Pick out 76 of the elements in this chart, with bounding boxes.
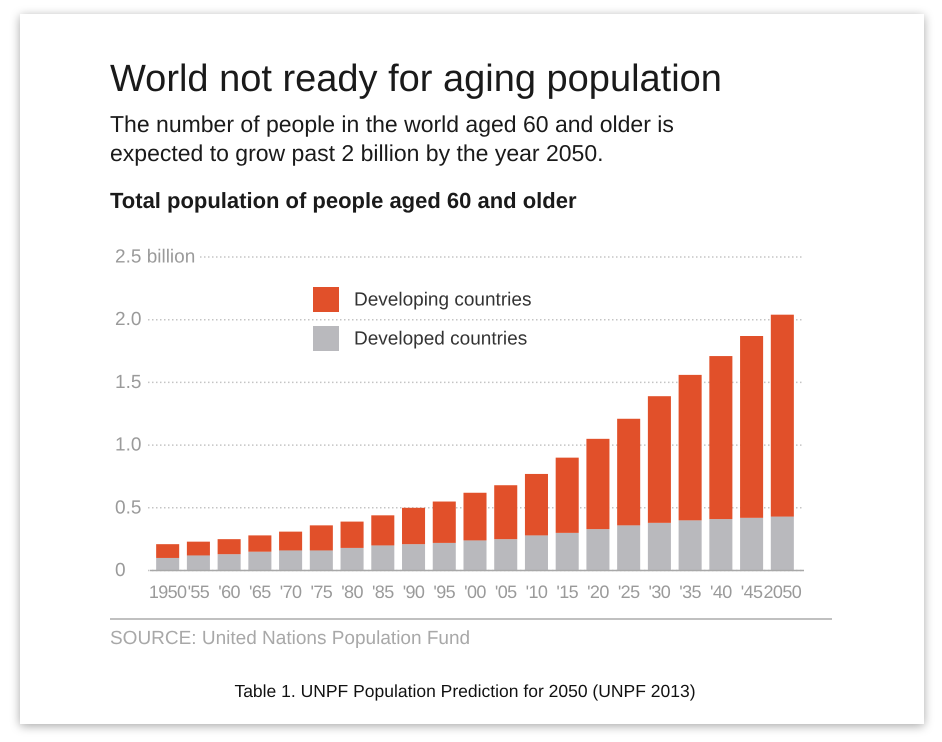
x-tick-label: '80: [341, 582, 364, 602]
bar: [617, 525, 640, 570]
bar: [463, 540, 487, 570]
x-tick-label: '35: [679, 582, 702, 602]
bar: [648, 522, 671, 570]
bar: [463, 492, 487, 540]
bar: [248, 535, 272, 552]
x-tick-label: '85: [372, 582, 394, 602]
bar: [432, 542, 456, 570]
bar: [432, 502, 456, 543]
bar: [310, 525, 333, 550]
x-tick-label: '15: [556, 582, 579, 602]
bar: [402, 544, 426, 570]
bar: [494, 539, 518, 570]
bar: [279, 532, 302, 550]
x-tick-label: '10: [526, 582, 548, 602]
bar: [494, 485, 518, 540]
bar: [709, 356, 732, 520]
x-tick-label: '05: [494, 582, 518, 602]
bar: [556, 532, 579, 570]
x-tick-label: '55: [188, 582, 210, 602]
y-tick-label: 0.5: [115, 497, 142, 518]
bar: [218, 539, 241, 554]
y-tick-label: 1.5: [115, 372, 142, 393]
bar: [678, 520, 702, 570]
bar: [770, 314, 794, 517]
bar: [186, 542, 210, 556]
bar: [770, 516, 794, 570]
bar: [524, 535, 548, 570]
bar: [524, 474, 548, 536]
bar: [340, 522, 364, 548]
bar: [156, 544, 180, 558]
bar: [556, 458, 579, 533]
y-axis-title: Total population of people aged 60 and older: [110, 188, 577, 213]
bar: [617, 418, 640, 526]
y-tick-label: 2.0: [115, 309, 142, 330]
x-tick-label: '75: [310, 582, 333, 602]
bar: [586, 438, 610, 530]
bar: [371, 515, 394, 546]
legend-label: Developed countries: [354, 328, 528, 349]
x-tick-label: '45: [740, 582, 764, 602]
x-tick-label: '90: [402, 582, 425, 602]
x-tick-label: '70: [280, 582, 302, 602]
bar: [248, 552, 272, 570]
x-tick-label: 2050: [764, 582, 802, 602]
bar: [310, 550, 333, 570]
y-tick-label: 0: [115, 560, 126, 581]
bar: [709, 519, 732, 570]
x-tick-label: 1950: [148, 582, 188, 602]
x-tick-label: '65: [249, 582, 272, 602]
legend-label: Developing countries: [354, 289, 532, 310]
bar: [648, 396, 671, 523]
y-tick-label: 1.0: [115, 434, 142, 456]
caption: Table 1. UNPF Population Prediction for 2050 (UNPF 2013): [234, 681, 696, 701]
bar: [218, 554, 241, 570]
bar: [371, 545, 394, 570]
bar: [678, 374, 702, 520]
x-tick-label: '00: [464, 582, 486, 602]
x-tick-label: '30: [648, 582, 671, 602]
bar: [186, 555, 210, 570]
chart-title: World not ready for aging population: [110, 58, 722, 100]
x-tick-label: '60: [218, 582, 241, 602]
x-tick-label: '40: [710, 582, 732, 602]
source-note: SOURCE: United Nations Population Fund: [110, 628, 470, 649]
bar: [340, 548, 364, 570]
chart-subtitle: The number of people in the world aged 60 and older is expected to grow past 2 billion by the year 2050.: [110, 111, 674, 166]
bar: [586, 529, 610, 570]
bar: [279, 550, 302, 570]
bar: [156, 558, 180, 570]
x-tick-label: '25: [618, 582, 640, 602]
y-tick-label: 2.5 billion: [115, 246, 196, 268]
x-tick-label: '20: [587, 582, 610, 602]
bar: [402, 508, 426, 544]
bar: [740, 518, 764, 570]
bar: [740, 336, 764, 518]
x-tick-label: '95: [433, 582, 456, 602]
